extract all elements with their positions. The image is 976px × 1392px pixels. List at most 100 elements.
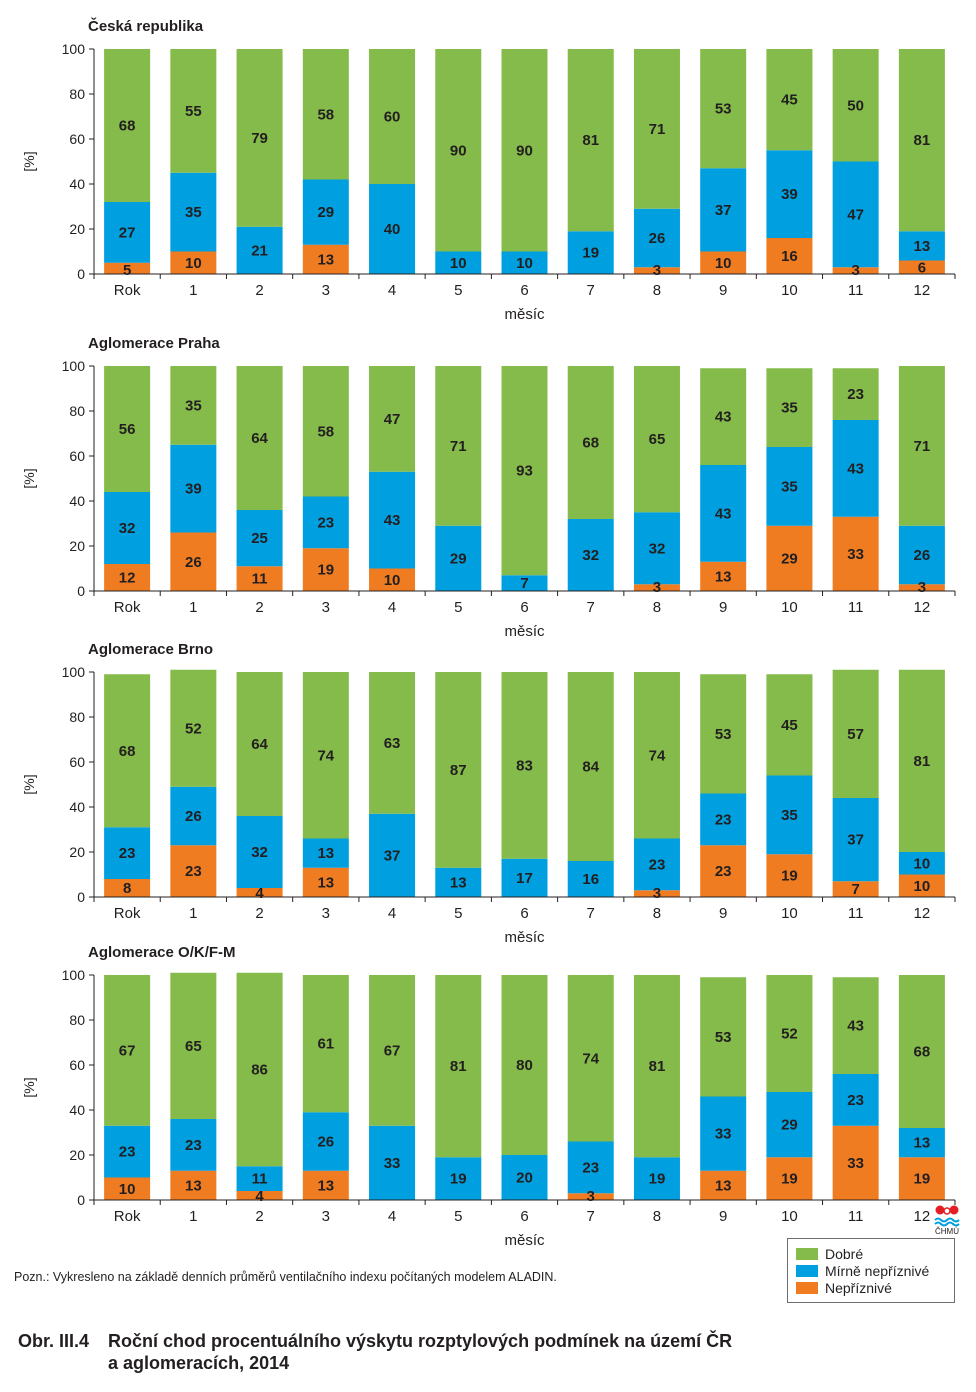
data-label: 13 (317, 874, 334, 891)
legend-item-dobre: Dobré (796, 1245, 863, 1263)
data-label: 3 (653, 579, 661, 596)
data-label: 23 (119, 1144, 136, 1161)
x-tick-label: 4 (388, 1208, 396, 1225)
x-tick-label: 2 (255, 599, 263, 616)
y-tick-label: 0 (77, 266, 85, 282)
data-label: 45 (781, 92, 798, 109)
bar-segment (236, 366, 283, 510)
x-tick-label: 7 (587, 1208, 595, 1225)
bar-segment (766, 975, 813, 1092)
bar-segment (435, 975, 482, 1158)
figure-caption: Obr. III.4 Roční chod procentuálního výsk… (18, 1330, 732, 1374)
y-tick-label: 80 (69, 1012, 85, 1028)
data-label: 6 (918, 259, 926, 276)
bar-segment (567, 672, 614, 861)
bar-segment (832, 881, 879, 897)
x-axis-label: měsíc (504, 929, 545, 946)
bar-segment (633, 975, 680, 1158)
bar-segment (435, 525, 482, 591)
data-label: 13 (317, 845, 334, 862)
bar-segment (104, 674, 151, 828)
legend-label-nepriznive: Nepříznivé (825, 1280, 892, 1296)
data-label: 3 (918, 579, 926, 596)
data-label: 57 (847, 726, 864, 743)
data-label: 32 (251, 844, 268, 861)
bar-segment (236, 816, 283, 888)
legend-swatch-nepriznive (796, 1282, 818, 1294)
bar-segment (501, 366, 548, 576)
data-label: 43 (847, 1018, 864, 1035)
x-tick-label: 3 (322, 599, 330, 616)
data-label: 33 (715, 1126, 732, 1143)
data-label: 35 (781, 478, 798, 495)
x-tick-label: 2 (255, 905, 263, 922)
x-tick-label: 3 (322, 1208, 330, 1225)
data-label: 37 (384, 847, 401, 864)
data-label: 3 (851, 262, 859, 279)
y-tick-label: 60 (69, 448, 85, 464)
bar-segment (501, 858, 548, 897)
data-label: 32 (649, 540, 666, 557)
data-label: 68 (119, 743, 136, 760)
data-label: 19 (649, 1171, 666, 1188)
bar-segment (501, 1155, 548, 1200)
data-label: 4 (255, 885, 264, 902)
bar-segment (567, 1193, 614, 1200)
bar-segment (369, 184, 416, 274)
y-tick-label: 20 (69, 844, 85, 860)
bar-segment (633, 838, 680, 891)
x-tick-label: 4 (388, 905, 396, 922)
data-label: 33 (847, 546, 864, 563)
bar-segment (898, 366, 945, 526)
data-label: 35 (781, 807, 798, 824)
chart-title: Česká republika (88, 17, 204, 35)
bar-segment (898, 874, 945, 897)
x-tick-label: 1 (189, 599, 197, 616)
bar-segment (104, 827, 151, 879)
x-tick-label: 5 (454, 905, 462, 922)
bar-segment (832, 798, 879, 882)
bar-segment (170, 251, 217, 274)
bar-segment (170, 49, 217, 173)
data-label: 11 (252, 571, 268, 588)
data-label: 52 (781, 1026, 798, 1043)
bar-segment (633, 366, 680, 513)
data-label: 10 (384, 572, 401, 589)
data-label: 52 (185, 720, 202, 737)
bar-segment (170, 786, 217, 846)
bar-segment (567, 861, 614, 897)
x-tick-label: Rok (114, 905, 141, 922)
bar-segment (633, 890, 680, 897)
data-label: 33 (847, 1155, 864, 1172)
data-label: 19 (582, 245, 599, 262)
x-tick-label: 3 (322, 282, 330, 299)
y-tick-label: 0 (77, 1192, 85, 1208)
bar-segment (766, 525, 813, 591)
x-axis-label: měsíc (504, 623, 545, 640)
data-label: 43 (847, 460, 864, 477)
x-tick-label: 7 (587, 282, 595, 299)
bar-segment (501, 672, 548, 859)
data-label: 19 (914, 1171, 931, 1188)
x-tick-label: 5 (454, 1208, 462, 1225)
bar-segment (700, 251, 747, 274)
bar-segment (302, 1112, 349, 1171)
note: Pozn.: Vykresleno na základě denních prů… (14, 1270, 557, 1284)
bar-segment (832, 977, 879, 1074)
bar-segment (567, 975, 614, 1142)
bar-segment (633, 1157, 680, 1200)
data-label: 81 (450, 1058, 467, 1075)
data-label: 84 (582, 759, 599, 776)
bar-segment (302, 1170, 349, 1200)
data-label: 56 (119, 421, 136, 438)
data-label: 10 (516, 255, 533, 272)
y-axis-label: [%] (21, 1077, 37, 1097)
bar-segment (170, 669, 217, 787)
x-tick-label: 10 (781, 599, 798, 616)
bar-segment (898, 975, 945, 1128)
bar-segment (170, 532, 217, 591)
bar-segment (435, 251, 482, 274)
y-tick-label: 100 (62, 967, 86, 983)
bar-segment (104, 262, 151, 274)
data-label: 10 (914, 855, 931, 872)
